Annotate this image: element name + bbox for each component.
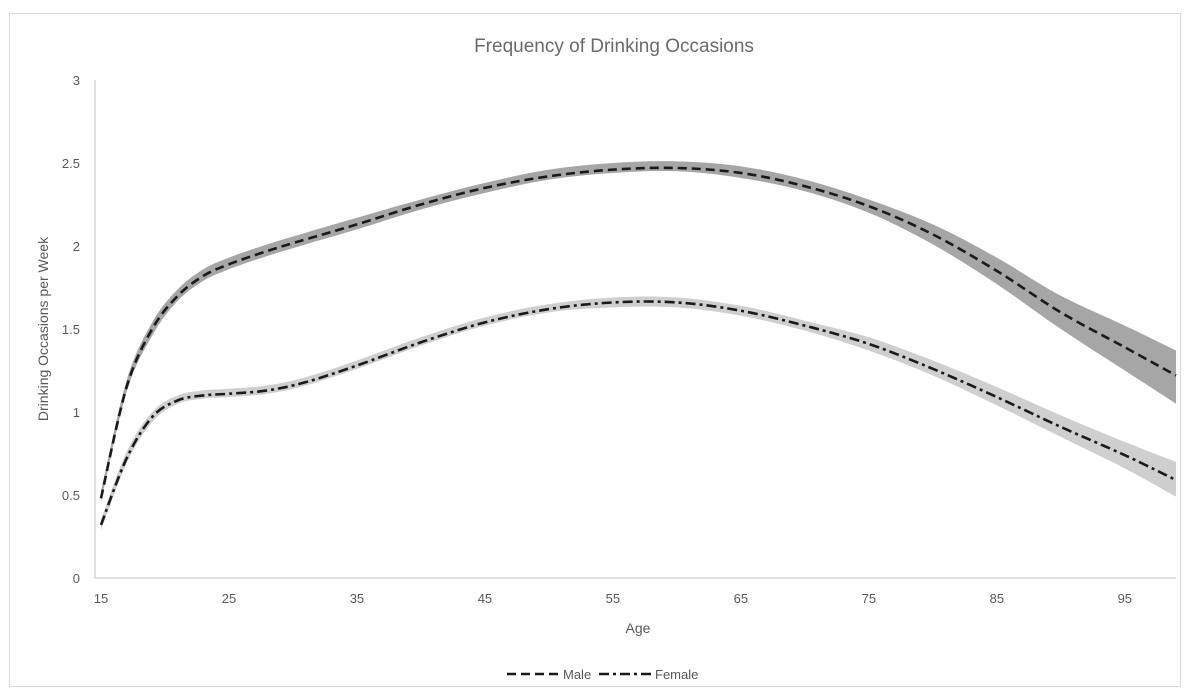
y-tick-label: 0.5 [62,488,80,503]
x-axis-label: Age [626,620,651,636]
male-confidence-band [101,161,1176,502]
y-tick-label: 1 [73,405,80,420]
confidence-bands [101,161,1176,530]
y-axis-ticks: 0 0.5 1 1.5 2 2.5 3 [62,73,80,586]
x-tick-label: 75 [862,591,876,606]
y-tick-label: 1.5 [62,322,80,337]
y-tick-label: 3 [73,73,80,88]
x-tick-label: 35 [350,591,364,606]
y-tick-label: 0 [73,571,80,586]
series-lines [99,166,1177,526]
male-series-line [99,166,1177,499]
legend-label-female: Female [655,667,698,682]
female-confidence-band [101,296,1176,530]
x-tick-label: 95 [1118,591,1132,606]
y-tick-label: 2 [73,239,80,254]
chart-title: Frequency of Drinking Occasions [474,36,754,57]
y-tick-label: 2.5 [62,156,80,171]
female-series-line [99,300,1177,526]
x-tick-label: 45 [478,591,492,606]
x-tick-label: 15 [94,591,108,606]
chart-frame [9,13,1181,687]
x-tick-label: 25 [222,591,236,606]
y-axis-label: Drinking Occasions per Week [35,236,51,421]
legend-label-male: Male [563,667,591,682]
x-axis-ticks: 15 25 35 45 55 65 75 85 95 [94,591,1132,606]
x-tick-label: 55 [606,591,620,606]
x-tick-label: 85 [990,591,1004,606]
legend: Male Female [507,667,698,682]
x-tick-label: 65 [734,591,748,606]
